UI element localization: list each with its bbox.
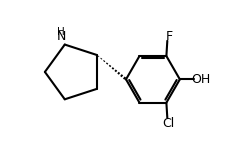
Text: OH: OH <box>191 73 211 86</box>
Text: F: F <box>166 30 173 43</box>
Text: Cl: Cl <box>163 117 175 130</box>
Text: N: N <box>56 30 66 43</box>
Text: H: H <box>57 27 65 37</box>
